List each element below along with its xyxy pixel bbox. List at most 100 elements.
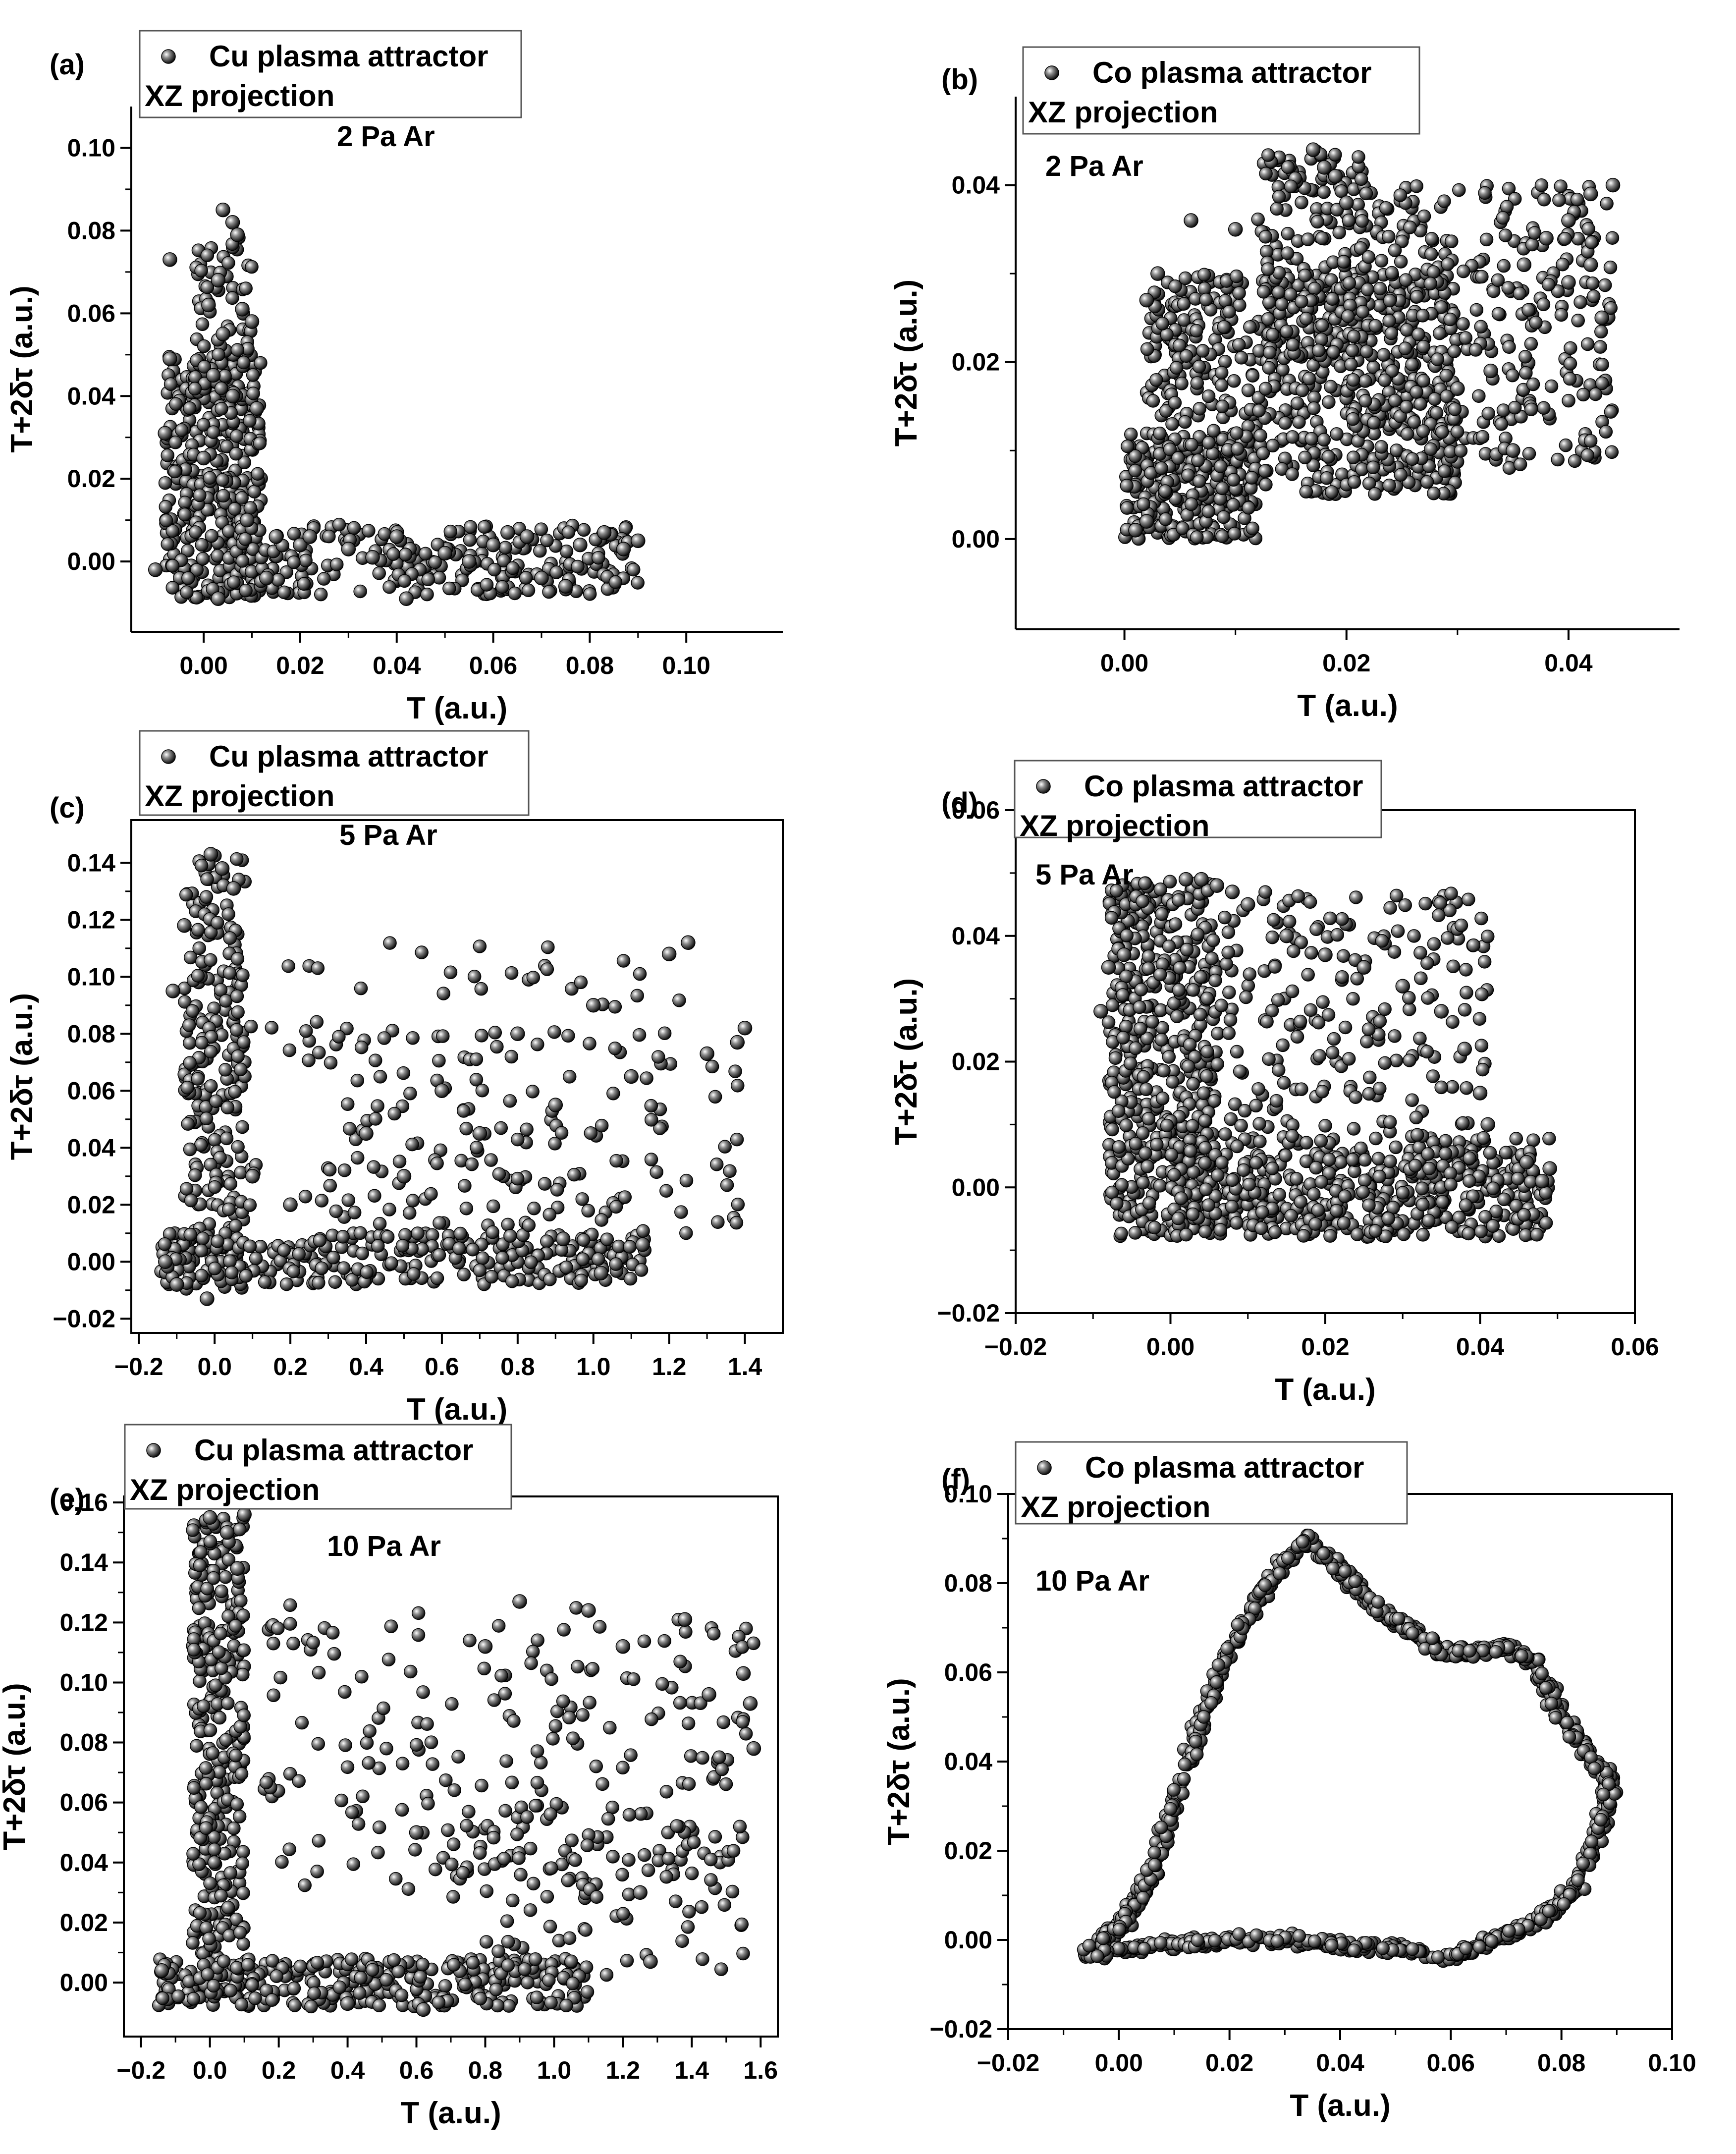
- x-tick-label: 0.02: [276, 652, 324, 679]
- data-point: [1202, 505, 1215, 518]
- data-point: [1135, 983, 1147, 996]
- data-point: [1315, 1175, 1328, 1188]
- data-point: [1294, 1195, 1307, 1208]
- data-point: [1196, 344, 1209, 357]
- data-point: [1581, 449, 1594, 462]
- data-point: [1317, 186, 1330, 199]
- data-point: [1438, 195, 1451, 208]
- data-point: [1459, 1199, 1472, 1212]
- data-point: [183, 402, 196, 415]
- data-point: [239, 584, 252, 597]
- x-tick-label: 0.10: [662, 652, 710, 679]
- data-point: [1416, 1198, 1429, 1211]
- data-point: [231, 343, 244, 356]
- data-point: [1269, 1226, 1282, 1239]
- data-point: [1319, 1119, 1332, 1132]
- data-point: [1463, 1174, 1476, 1187]
- data-point: [1448, 345, 1461, 358]
- data-point: [1562, 214, 1575, 227]
- data-point: [186, 1936, 199, 1949]
- data-point: [395, 1989, 408, 2002]
- data-point: [236, 1120, 249, 1133]
- data-point: [1200, 1070, 1213, 1083]
- data-point: [1304, 1003, 1317, 1016]
- data-point: [499, 541, 512, 554]
- data-point: [1323, 1153, 1336, 1166]
- data-point: [1251, 213, 1264, 226]
- data-point: [271, 573, 284, 586]
- data-point: [1316, 995, 1329, 1008]
- data-point: [1186, 1119, 1199, 1132]
- data-point: [1432, 909, 1445, 922]
- data-point: [183, 1037, 196, 1049]
- data-point: [1266, 439, 1279, 452]
- data-point: [215, 862, 229, 876]
- data-point: [1337, 949, 1350, 962]
- data-point: [399, 548, 412, 561]
- data-point: [1117, 948, 1131, 962]
- data-point: [1475, 1039, 1488, 1052]
- y-tick-label: 0.04: [67, 382, 116, 410]
- data-point: [1191, 377, 1203, 389]
- data-point: [1280, 325, 1293, 338]
- data-point: [1350, 891, 1362, 904]
- data-point: [230, 1961, 243, 1974]
- data-point: [231, 1050, 244, 1063]
- data-point: [1246, 471, 1258, 484]
- data-point: [1120, 929, 1133, 942]
- data-point: [1355, 172, 1368, 185]
- data-point: [1253, 1135, 1266, 1148]
- data-point: [1202, 437, 1215, 449]
- data-point: [1179, 873, 1193, 886]
- data-point: [1165, 1148, 1178, 1161]
- data-point: [1249, 1157, 1262, 1169]
- data-point: [576, 1193, 589, 1206]
- data-point: [299, 1190, 312, 1203]
- data-point: [223, 932, 236, 944]
- data-point: [526, 1085, 539, 1098]
- data-point: [623, 1240, 636, 1253]
- data-point: [217, 490, 230, 502]
- data-point: [485, 1270, 498, 1283]
- data-point: [195, 1801, 208, 1814]
- data-point: [1333, 226, 1346, 239]
- data-point: [237, 1644, 250, 1657]
- data-point: [652, 1050, 665, 1063]
- data-point: [1530, 1228, 1543, 1241]
- y-tick-label: 0.02: [60, 1909, 108, 1936]
- x-tick-label: 0.00: [179, 652, 227, 679]
- y-tick-label: 0.14: [67, 849, 116, 877]
- data-point: [1215, 1156, 1228, 1169]
- data-point: [447, 1958, 460, 1971]
- data-point: [592, 552, 605, 564]
- data-point: [372, 1239, 384, 1252]
- data-point: [1160, 1119, 1173, 1132]
- data-point: [1451, 382, 1465, 395]
- data-point: [577, 523, 590, 536]
- data-point: [1315, 232, 1328, 245]
- x-tick-label: 0.6: [399, 2056, 434, 2084]
- data-point: [374, 1217, 386, 1230]
- legend-marker: [162, 750, 175, 764]
- data-point: [1441, 258, 1454, 271]
- data-point: [1295, 196, 1308, 209]
- x-tick-label: 0.00: [1146, 1333, 1194, 1361]
- data-point: [415, 946, 428, 959]
- data-point: [1228, 527, 1241, 540]
- data-point: [738, 1021, 752, 1035]
- data-point: [180, 586, 193, 599]
- data-point: [1514, 458, 1527, 471]
- data-point: [381, 1230, 394, 1243]
- data-point: [675, 1206, 688, 1218]
- data-point: [542, 1974, 555, 1987]
- data-point: [1383, 479, 1396, 492]
- x-tick-label: 0.04: [1456, 1333, 1505, 1361]
- data-point: [633, 1029, 646, 1042]
- data-point: [180, 888, 193, 901]
- data-point: [1129, 464, 1141, 477]
- data-point: [1383, 314, 1396, 327]
- data-point: [338, 1164, 351, 1177]
- data-point: [1129, 1226, 1141, 1239]
- data-point: [1168, 1168, 1181, 1181]
